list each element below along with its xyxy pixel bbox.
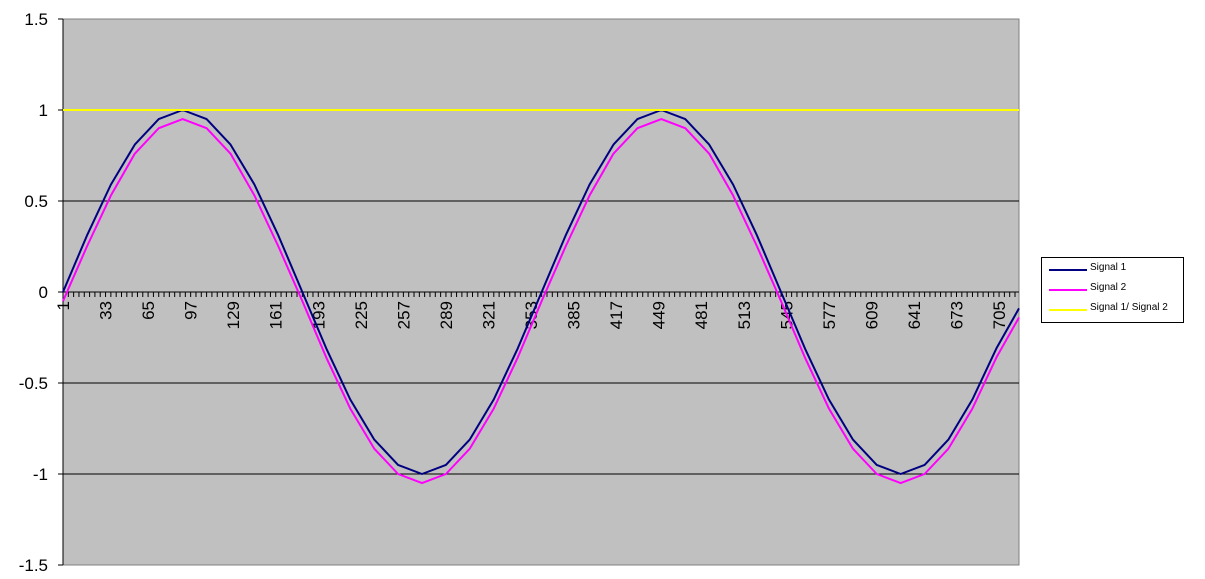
legend-label: Signal 1/ Signal 2 <box>1090 302 1168 313</box>
x-tick-label: 161 <box>267 301 286 329</box>
x-tick-label: 385 <box>565 301 584 329</box>
legend: Signal 1 Signal 2 Signal 1/ Signal 2 <box>1041 257 1184 323</box>
legend-swatch <box>1049 269 1087 271</box>
x-tick-label: 193 <box>309 301 328 329</box>
x-tick-label: 577 <box>820 301 839 329</box>
x-tick-label: 481 <box>692 301 711 329</box>
x-tick-label: 513 <box>735 301 754 329</box>
y-tick-label: 1 <box>39 101 48 120</box>
y-axis: 1.5 1 0.5 0 -0.5 -1 -1.5 <box>19 10 64 575</box>
x-tick-label: 129 <box>224 301 243 329</box>
x-tick-label: 65 <box>139 301 158 320</box>
y-tick-label: 0.5 <box>24 192 48 211</box>
x-tick-label: 289 <box>437 301 456 329</box>
series-line-1 <box>62 109 1020 475</box>
series-group <box>62 109 1020 485</box>
x-tick-label: 257 <box>394 301 413 329</box>
y-tick-label: 1.5 <box>24 10 48 29</box>
legend-swatch <box>1049 309 1087 311</box>
legend-item: Signal 1/ Signal 2 <box>1042 301 1183 319</box>
series-line-2 <box>62 118 1020 485</box>
y-tick-label: 0 <box>39 283 48 302</box>
x-tick-label: 641 <box>905 301 924 329</box>
x-tick-label: 449 <box>650 301 669 329</box>
legend-item: Signal 2 <box>1042 281 1183 299</box>
legend-label: Signal 2 <box>1090 282 1127 293</box>
x-tick-label: 321 <box>479 301 498 329</box>
legend-swatch <box>1049 289 1087 291</box>
x-tick-label: 1 <box>54 301 73 310</box>
x-tick-label: 673 <box>948 301 967 329</box>
y-tick-label: -0.5 <box>19 374 48 393</box>
legend-label: Signal 1 <box>1090 262 1127 273</box>
x-tick-label: 417 <box>607 301 626 329</box>
y-tick-label: -1 <box>33 465 48 484</box>
x-tick-label: 609 <box>862 301 881 329</box>
y-tick-label: -1.5 <box>19 556 48 575</box>
x-tick-label: 705 <box>990 301 1009 329</box>
x-axis: 1 33 65 97 129 161 193 225 257 289 321 353 385 417 449… <box>54 291 1019 329</box>
x-tick-label: 33 <box>97 301 116 320</box>
legend-item: Signal 1 <box>1042 261 1183 279</box>
x-tick-label: 97 <box>182 301 201 320</box>
x-tick-label: 225 <box>352 301 371 329</box>
